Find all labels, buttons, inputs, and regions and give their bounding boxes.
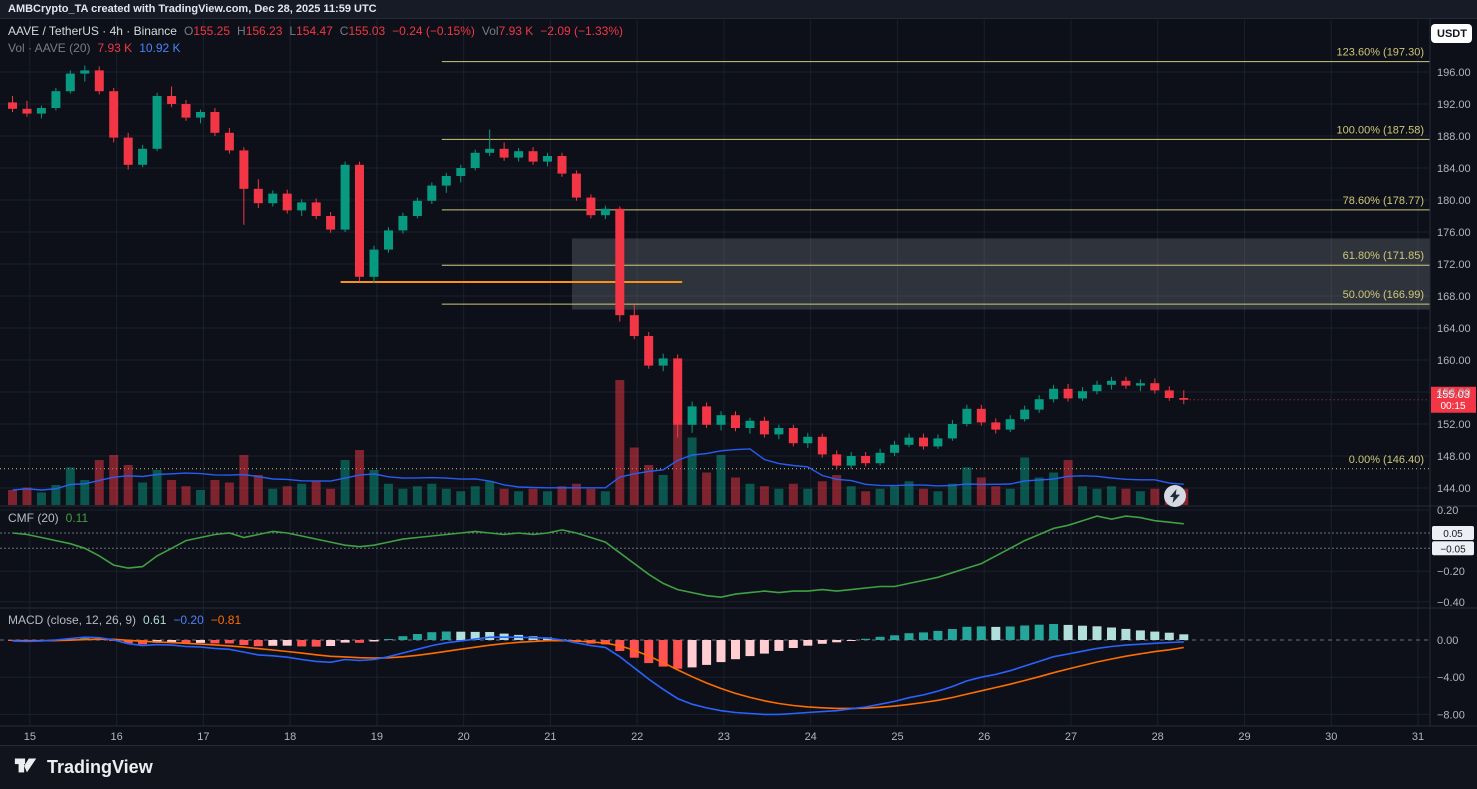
fib-label: 100.00% (187.58): [1337, 124, 1424, 136]
price-axis-label: 192.00: [1437, 99, 1471, 111]
close-value: 155.03: [348, 24, 386, 38]
fib-label: 50.00% (166.99): [1343, 289, 1424, 301]
change-value: −0.24 (−0.15%): [392, 24, 475, 38]
symbol-legend: AAVE / TetherUS · 4h · Binance O155.25 H15…: [8, 24, 623, 38]
macd-hist-value: 0.61: [143, 613, 167, 627]
time-axis-label: 25: [891, 731, 903, 743]
macd-legend: MACD (close, 12, 26, 9) 0.61 −0.20 −0.81: [8, 613, 241, 627]
macd-title[interactable]: MACD (close, 12, 26, 9): [8, 613, 137, 627]
boost-icon[interactable]: [1164, 485, 1186, 507]
time-axis-label: 26: [978, 731, 990, 743]
cmf-legend: CMF (20) 0.11: [8, 511, 88, 525]
lightning-bolt-icon: [1170, 489, 1180, 503]
current-price-text: 155.03: [1436, 389, 1470, 401]
symbol-title[interactable]: AAVE / TetherUS · 4h · Binance: [8, 24, 177, 38]
price-axis-label: 172.00: [1437, 259, 1471, 271]
time-axis-label: 18: [284, 731, 296, 743]
tradingview-logo-icon[interactable]: [13, 752, 39, 783]
time-axis-label: 20: [458, 731, 470, 743]
time-axis-label: 16: [110, 731, 122, 743]
time-axis-label: 31: [1412, 731, 1424, 743]
fib-retracement[interactable]: 123.60% (197.30) 100.00% (187.58) 78.60% (…: [0, 47, 1430, 470]
volume-label: Vol: [481, 24, 499, 38]
tradingview-logo-glyph: [14, 758, 37, 773]
price-axis-label: 164.00: [1437, 323, 1471, 335]
high-label: H: [237, 24, 246, 38]
open-value: 155.25: [193, 24, 231, 38]
time-axis-label: 23: [718, 731, 730, 743]
highlight-zone: [571, 238, 1430, 310]
low-value: 154.47: [296, 24, 333, 38]
macd-signal-line: [12, 638, 1184, 710]
volume-bars: [8, 380, 1189, 505]
time-axis-label: 29: [1238, 731, 1250, 743]
price-axis-label: 196.00: [1437, 67, 1471, 79]
time-axis-label: 19: [371, 731, 383, 743]
fib-label: 123.60% (197.30): [1337, 47, 1424, 59]
cmf-band-badge-text: 0.05: [1443, 529, 1463, 540]
macd-histogram: [8, 624, 1189, 669]
macd-line-value: −0.20: [173, 613, 204, 627]
volume-ma-value: 10.92 K: [139, 41, 181, 55]
cmf-axis-label: −0.40: [1437, 597, 1465, 609]
cmf-band-badge: [1432, 541, 1474, 556]
time-axis-label: 17: [197, 731, 209, 743]
price-axis[interactable]: 196.00 192.00 188.00 184.00 180.00 176.00 172.…: [1437, 67, 1471, 495]
price-axis-label: 168.00: [1437, 291, 1471, 303]
low-label: L: [289, 24, 297, 38]
cmf-band-badge: [1432, 525, 1474, 540]
cmf-axis-label: 0.20: [1437, 505, 1458, 517]
price-axis-label: 144.00: [1437, 483, 1471, 495]
price-axis-label: 156.00: [1437, 387, 1471, 399]
time-axis-label: 21: [544, 731, 556, 743]
time-axis-label: 22: [631, 731, 643, 743]
current-price-badge: [1431, 386, 1476, 413]
tradingview-wordmark[interactable]: TradingView: [47, 757, 153, 777]
volume-current-value: 7.93 K: [97, 41, 133, 55]
cmf-axis-label: −0.20: [1437, 566, 1465, 578]
volume-indicator-legend: Vol · AAVE (20) 7.93 K 10.92 K: [8, 41, 181, 55]
time-axis-label: 30: [1325, 731, 1337, 743]
macd-axis-label: 0.00: [1437, 635, 1458, 647]
macd-line: [12, 636, 1184, 716]
footer: TradingView: [0, 745, 1477, 789]
attribution-text: AMBCrypto_TA created with TradingView.co…: [8, 3, 377, 15]
macd-signal-value: −0.81: [210, 613, 242, 627]
attribution-bar: AMBCrypto_TA created with TradingView.co…: [0, 0, 1477, 19]
time-axis-label: 15: [24, 731, 36, 743]
price-axis-label: 180.00: [1437, 195, 1471, 207]
time-axis[interactable]: 15 16 17 18 19 20 21 22 23 24 25 26 27 28 29 30 31: [24, 731, 1424, 743]
cmf-title[interactable]: CMF (20): [8, 511, 59, 525]
fib-label: 78.60% (178.77): [1343, 195, 1424, 207]
cmf-value: 0.11: [65, 511, 89, 525]
open-label: O: [183, 24, 194, 38]
cmf-band-badge-text: −0.05: [1440, 544, 1466, 555]
fib-label: 61.80% (171.85): [1343, 250, 1424, 262]
price-axis-label: 152.00: [1437, 419, 1471, 431]
price-axis-label: 176.00: [1437, 227, 1471, 239]
volume-value: 7.93 K: [498, 24, 534, 38]
fib-label: 0.00% (146.40): [1349, 454, 1424, 466]
volume-ma-line: [12, 448, 1184, 491]
cmf-line: [12, 515, 1184, 599]
close-label: C: [339, 24, 349, 38]
macd-axis-label: −4.00: [1437, 672, 1465, 684]
time-axis-label: 27: [1065, 731, 1077, 743]
volume-change-value: −2.09 (−1.33%): [540, 24, 624, 38]
price-axis-label: 188.00: [1437, 131, 1471, 143]
high-value: 156.23: [245, 24, 283, 38]
currency-button[interactable]: USDT: [1431, 24, 1472, 43]
macd-axis-label: −8.00: [1437, 709, 1465, 721]
price-axis-label: 184.00: [1437, 163, 1471, 175]
price-axis-label: 160.00: [1437, 355, 1471, 367]
volume-indicator-title[interactable]: Vol · AAVE (20): [8, 41, 91, 55]
candles: [8, 65, 1189, 470]
time-axis-label: 28: [1152, 731, 1164, 743]
price-axis-label: 148.00: [1437, 451, 1471, 463]
time-axis-label: 24: [805, 731, 817, 743]
countdown-text: 00:15: [1440, 401, 1465, 412]
